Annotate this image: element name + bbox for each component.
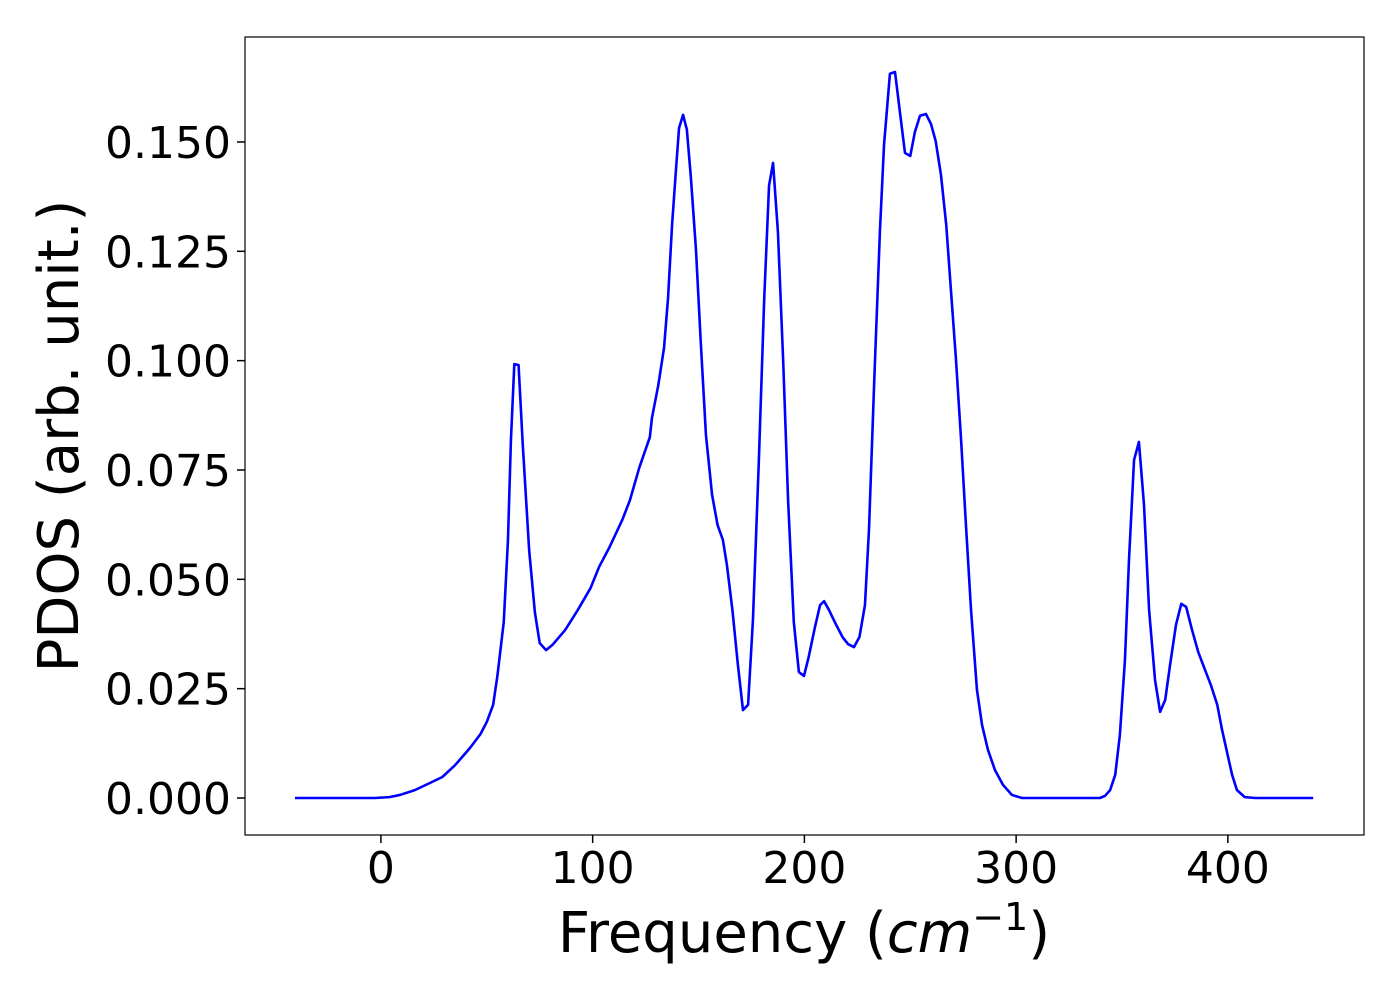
x-tick-label: 100 — [551, 843, 635, 894]
x-tick-label: 400 — [1186, 843, 1270, 894]
y-tick-label: 0.125 — [105, 227, 231, 278]
y-tick-label: 0.050 — [105, 555, 231, 606]
plot-frame — [244, 36, 1365, 836]
y-tick-label: 0.100 — [105, 337, 231, 388]
y-tick-label: 0.000 — [105, 774, 231, 825]
y-tick-label: 0.150 — [105, 118, 231, 169]
x-tick-label: 0 — [367, 843, 395, 894]
y-tick-label: 0.075 — [105, 446, 231, 497]
x-tick-label: 200 — [762, 843, 846, 894]
x-axis-label: Frequency (cm−1) — [558, 895, 1050, 966]
x-tick-label: 300 — [974, 843, 1058, 894]
y-tick-label: 0.025 — [105, 665, 231, 716]
y-axis-label: PDOS (arb. unit.) — [27, 200, 92, 673]
pdos-line — [294, 70, 1314, 800]
